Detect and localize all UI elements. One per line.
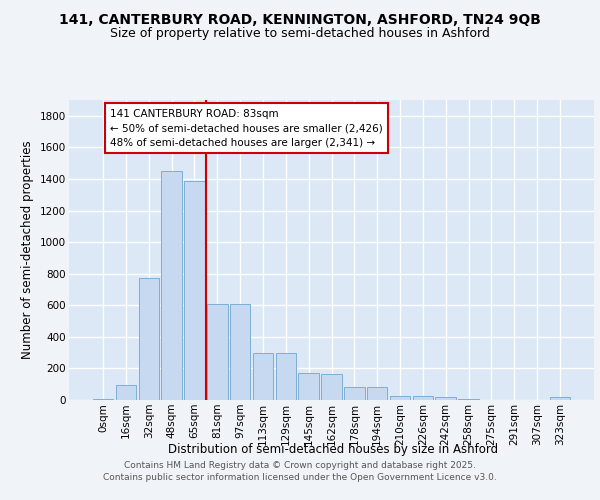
Bar <box>139 278 159 400</box>
Bar <box>550 397 570 400</box>
Bar <box>436 397 456 400</box>
Bar <box>367 388 388 400</box>
Bar <box>321 374 342 400</box>
Bar <box>344 388 365 400</box>
Text: 141, CANTERBURY ROAD, KENNINGTON, ASHFORD, TN24 9QB: 141, CANTERBURY ROAD, KENNINGTON, ASHFOR… <box>59 12 541 26</box>
Text: Contains HM Land Registry data © Crown copyright and database right 2025.
Contai: Contains HM Land Registry data © Crown c… <box>103 461 497 482</box>
Y-axis label: Number of semi-detached properties: Number of semi-detached properties <box>22 140 34 360</box>
Bar <box>413 396 433 400</box>
Bar <box>207 304 227 400</box>
Bar <box>184 182 205 400</box>
Text: 141 CANTERBURY ROAD: 83sqm
← 50% of semi-detached houses are smaller (2,426)
48%: 141 CANTERBURY ROAD: 83sqm ← 50% of semi… <box>110 108 383 148</box>
Bar <box>230 304 250 400</box>
Bar <box>458 399 479 400</box>
Bar <box>298 373 319 400</box>
Bar <box>116 385 136 400</box>
Bar <box>390 396 410 400</box>
Bar <box>93 399 113 400</box>
Bar <box>275 354 296 400</box>
Text: Size of property relative to semi-detached houses in Ashford: Size of property relative to semi-detach… <box>110 28 490 40</box>
Bar <box>161 171 182 400</box>
Bar <box>253 352 273 400</box>
Text: Distribution of semi-detached houses by size in Ashford: Distribution of semi-detached houses by … <box>168 442 498 456</box>
